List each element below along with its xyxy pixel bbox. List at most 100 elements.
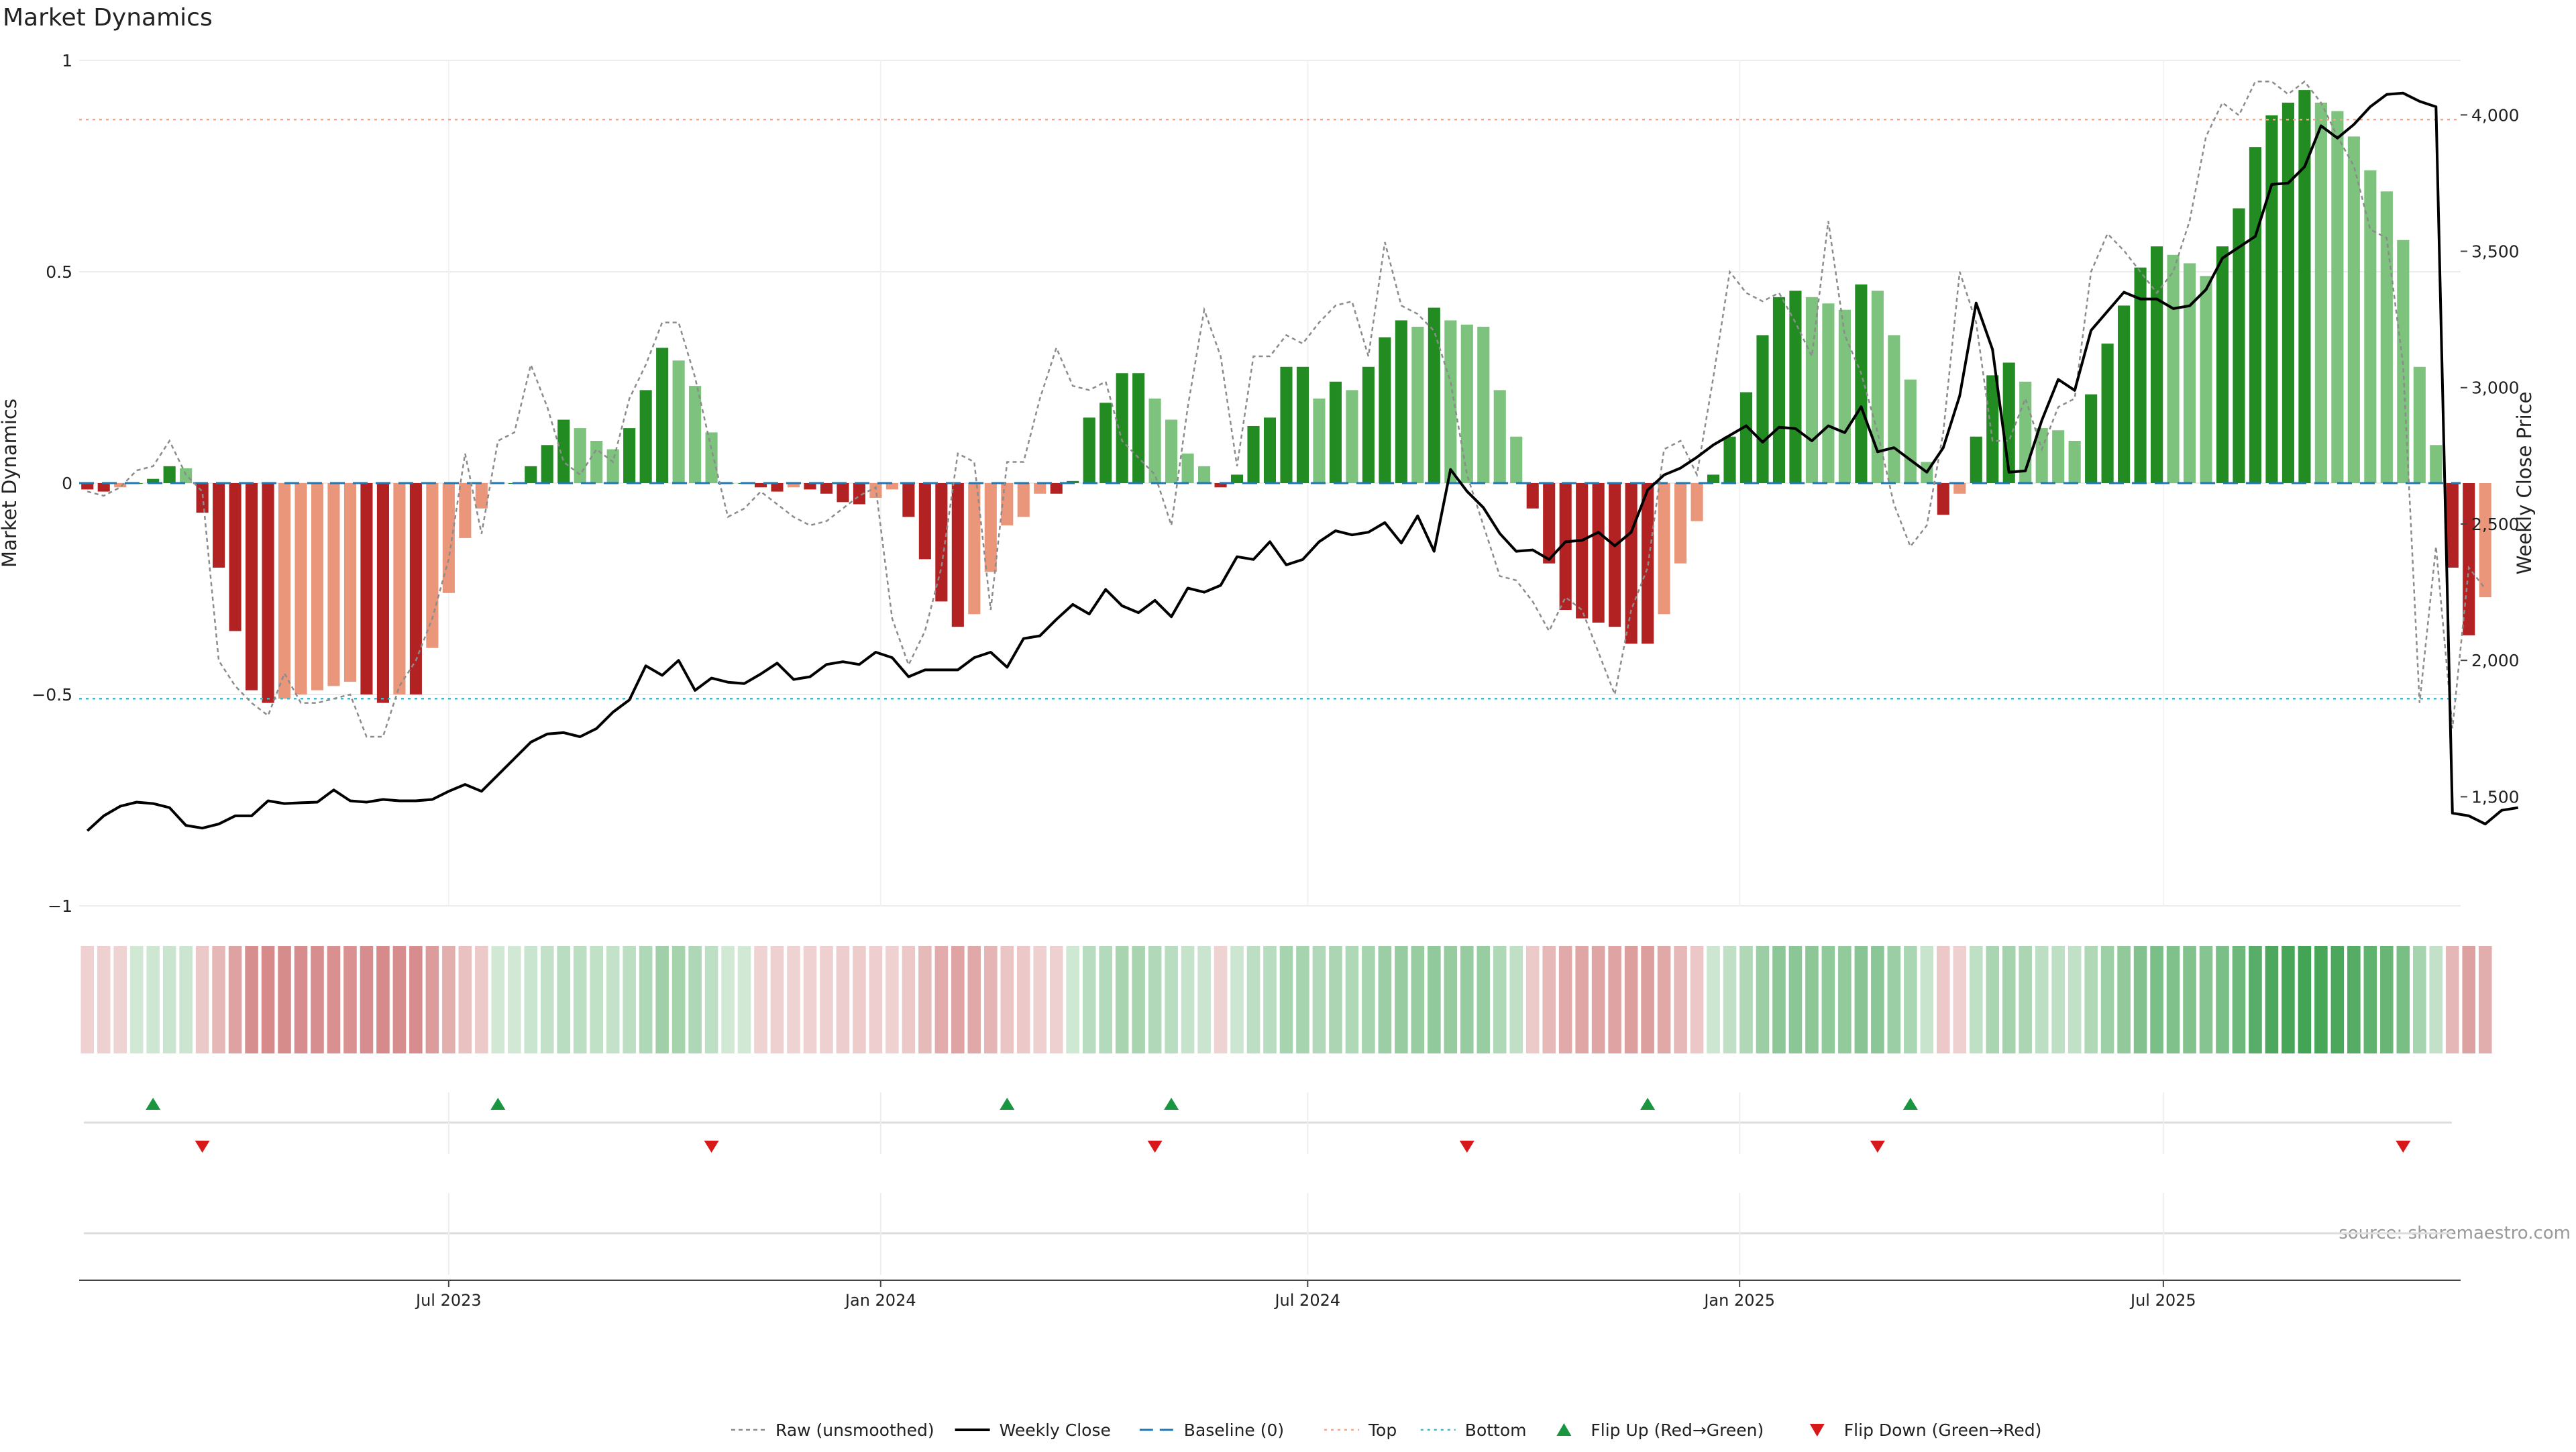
bar <box>918 483 931 560</box>
bar <box>459 483 472 538</box>
heat-cell <box>1739 946 1753 1053</box>
heat-cell <box>1165 946 1178 1053</box>
heat-cell <box>2068 946 2082 1053</box>
bar <box>229 483 241 631</box>
heat-cell <box>524 946 538 1053</box>
heat-cell <box>2100 946 2114 1053</box>
heat-cell <box>1624 946 1638 1053</box>
heat-cell <box>557 946 571 1053</box>
y2-tick-label: 3,000 <box>2471 378 2520 398</box>
heat-cell <box>836 946 850 1053</box>
y-tick-label: −1 <box>48 896 72 916</box>
bar <box>1132 373 1145 483</box>
bar <box>869 483 882 499</box>
weekly-close-line <box>86 91 2519 832</box>
bar <box>1083 417 1095 483</box>
bar <box>951 483 964 627</box>
heat-cell <box>2363 946 2377 1053</box>
heat-cell <box>2478 946 2492 1053</box>
bar <box>606 449 619 483</box>
heat-cell <box>1066 946 1079 1053</box>
heat-cell <box>2051 946 2065 1053</box>
heat-cell <box>1312 946 1326 1053</box>
heat-cell <box>1937 946 1950 1053</box>
legend-item: Weekly Close <box>955 1420 1111 1440</box>
bar <box>557 419 570 483</box>
heat-cell <box>623 946 636 1053</box>
x-tick-label: Jul 2025 <box>2129 1291 2196 1310</box>
heat-cell <box>1444 946 1458 1053</box>
legend-label: Flip Up (Red→Green) <box>1591 1420 1764 1440</box>
heat-cell <box>1033 946 1047 1053</box>
bar <box>1460 324 1473 483</box>
legend-item: Flip Up (Red→Green) <box>1556 1420 1764 1440</box>
bar <box>475 483 488 509</box>
legend-swatch-down <box>1809 1424 1825 1437</box>
y2-tick-label: 1,500 <box>2471 787 2520 807</box>
bar <box>1230 474 1244 483</box>
bar <box>1148 399 1161 483</box>
heat-cell <box>1362 946 1375 1053</box>
heat-cell <box>984 946 998 1053</box>
heat-cell <box>2166 946 2180 1053</box>
bar <box>1395 320 1407 483</box>
heat-cell <box>951 946 965 1053</box>
heat-cell <box>2084 946 2098 1053</box>
bar <box>1477 326 1490 483</box>
heat-cell <box>179 946 193 1053</box>
heat-cell <box>2133 946 2147 1053</box>
heat-cell <box>639 946 653 1053</box>
x-tick-label: Jul 2023 <box>415 1291 482 1310</box>
bar <box>968 483 981 615</box>
flip-down-marker <box>1459 1141 1474 1153</box>
y-axis-label: Market Dynamics <box>0 399 21 568</box>
bar <box>311 483 324 690</box>
heat-cell <box>458 946 472 1053</box>
bar <box>1263 417 1277 483</box>
heat-cell <box>195 946 209 1053</box>
heat-cell <box>1428 946 1441 1053</box>
heat-cell <box>1838 946 1851 1053</box>
heat-cell <box>311 946 324 1053</box>
bar <box>1329 381 1342 483</box>
heat-cell <box>245 946 258 1053</box>
bar <box>2183 263 2196 483</box>
bar <box>2413 366 2426 483</box>
heat-cell <box>2445 946 2459 1053</box>
heat-cell <box>803 946 817 1053</box>
bar <box>984 483 997 572</box>
bar <box>1805 297 1818 483</box>
bar <box>1838 309 1851 483</box>
bar <box>623 428 636 483</box>
bar <box>902 483 915 517</box>
bar <box>213 483 225 568</box>
heat-cell <box>1986 946 2000 1053</box>
bar <box>885 483 898 490</box>
bar <box>525 466 537 483</box>
bar <box>2347 136 2360 483</box>
bar <box>1986 375 1999 483</box>
bar <box>656 348 669 483</box>
heat-cell <box>129 946 144 1053</box>
flip-down-marker <box>2396 1141 2411 1153</box>
bar <box>1674 483 1687 564</box>
heat-cell <box>737 946 751 1053</box>
heat-cell <box>1920 946 1934 1053</box>
heat-cell <box>1477 946 1491 1053</box>
bar <box>689 386 702 483</box>
heat-cell <box>1411 946 1425 1053</box>
flip-down-marker <box>195 1141 210 1153</box>
heat-cell <box>1246 946 1260 1053</box>
heat-cell <box>721 946 735 1053</box>
bar <box>1198 466 1211 483</box>
heat-cell <box>853 946 866 1053</box>
heat-cell <box>1016 946 1030 1053</box>
legend-item: Bottom <box>1420 1420 1527 1440</box>
legend-label: Baseline (0) <box>1184 1420 1284 1440</box>
heat-cell <box>475 946 488 1053</box>
bar <box>590 441 603 483</box>
heat-cell <box>606 946 620 1053</box>
heat-cell <box>1263 946 1277 1053</box>
